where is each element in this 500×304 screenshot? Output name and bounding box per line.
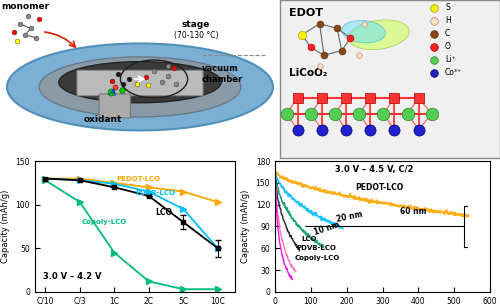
Text: H: H <box>445 16 451 25</box>
Text: 20 nm: 20 nm <box>335 210 363 224</box>
Text: Co³⁺: Co³⁺ <box>445 68 462 77</box>
PDVB-LCO <box>215 247 221 250</box>
PDVB-LCO <box>146 190 152 193</box>
Copoly-LCO <box>180 287 186 291</box>
Text: stage: stage <box>182 20 210 29</box>
Copoly-LCO <box>77 200 83 204</box>
Text: 3.0 V – 4.5 V, C/2: 3.0 V – 4.5 V, C/2 <box>335 164 413 174</box>
FancyBboxPatch shape <box>77 70 203 96</box>
Copoly-LCO <box>146 280 152 283</box>
Copoly-LCO <box>112 251 117 254</box>
Text: LCO: LCO <box>301 236 316 242</box>
PDVB-LCO <box>180 207 186 211</box>
Ellipse shape <box>349 20 409 50</box>
Ellipse shape <box>59 62 221 103</box>
PEDOT-LCO <box>42 177 48 180</box>
PEDOT-LCO <box>180 190 186 193</box>
Text: PEDOT-LCO: PEDOT-LCO <box>116 176 160 182</box>
Text: PDVB-LCO: PDVB-LCO <box>135 190 175 196</box>
Text: Copoly-LCO: Copoly-LCO <box>82 219 127 225</box>
Ellipse shape <box>39 57 241 117</box>
PEDOT-LCO <box>77 177 83 180</box>
PEDOT-LCO <box>146 185 152 189</box>
Text: S: S <box>445 3 450 12</box>
Ellipse shape <box>342 20 386 43</box>
PDVB-LCO <box>112 182 117 186</box>
Text: (70-130 °C): (70-130 °C) <box>174 31 218 40</box>
Text: Copoly-LCO: Copoly-LCO <box>294 255 340 261</box>
Copoly-LCO <box>42 178 48 182</box>
Copoly-LCO <box>215 287 221 291</box>
Y-axis label: Capacity (mAh/g): Capacity (mAh/g) <box>1 190 10 263</box>
Text: C: C <box>445 29 450 38</box>
Text: LCO: LCO <box>156 208 172 217</box>
Text: EDOT: EDOT <box>289 8 323 18</box>
Text: PDVB-LCO: PDVB-LCO <box>296 245 337 251</box>
Text: chamber: chamber <box>202 75 243 84</box>
Text: Li⁺: Li⁺ <box>445 55 456 64</box>
Text: 10 nm: 10 nm <box>312 220 340 237</box>
Y-axis label: Capacity (mAh/g): Capacity (mAh/g) <box>241 190 250 263</box>
Text: PEDOT-LCO: PEDOT-LCO <box>355 183 403 192</box>
Text: LiCoO₂: LiCoO₂ <box>289 68 327 78</box>
PEDOT-LCO <box>112 181 117 185</box>
PDVB-LCO <box>77 178 83 182</box>
Line: Copoly-LCO: Copoly-LCO <box>42 177 221 292</box>
Ellipse shape <box>7 43 273 130</box>
PDVB-LCO <box>42 177 48 180</box>
Text: monomer: monomer <box>2 2 50 12</box>
FancyBboxPatch shape <box>99 94 130 118</box>
Text: vacuum: vacuum <box>202 64 238 73</box>
PEDOT-LCO <box>215 200 221 204</box>
Text: oxidant: oxidant <box>84 115 122 124</box>
Text: 3.0 V – 4.2 V: 3.0 V – 4.2 V <box>43 272 102 281</box>
Line: PDVB-LCO: PDVB-LCO <box>42 175 221 251</box>
Text: O: O <box>445 42 451 51</box>
Line: PEDOT-LCO: PEDOT-LCO <box>42 175 221 205</box>
Text: 60 nm: 60 nm <box>400 207 427 216</box>
